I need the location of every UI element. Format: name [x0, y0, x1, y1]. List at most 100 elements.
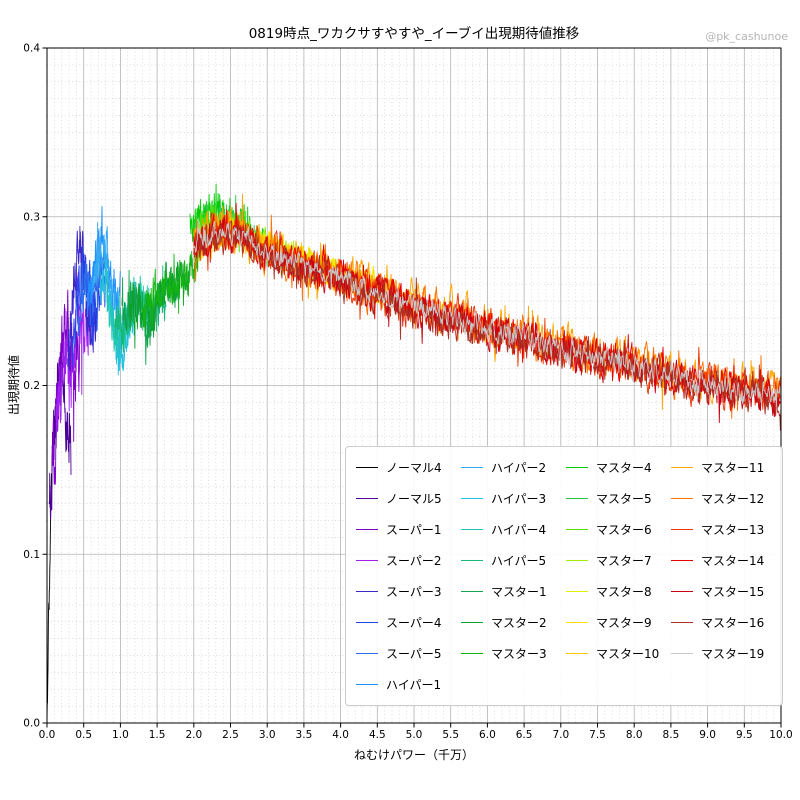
- legend-label: ハイパー5: [491, 554, 547, 568]
- legend-line-sample: [671, 653, 693, 654]
- legend-item: ノーマル4: [356, 452, 457, 483]
- legend-item: マスター8: [566, 576, 667, 607]
- legend-column: ノーマル4 ノーマル5 スーパー1 スーパー2 スーパー3 スーパー4 スーパー5 ハイパー1: [356, 452, 457, 700]
- legend-item: マスター19: [671, 638, 772, 669]
- legend-item: マスター11: [671, 452, 772, 483]
- chart-title: 0819時点_ワカクサすやすや_イーブイ出現期待値推移: [248, 26, 580, 42]
- legend: ノーマル4 ノーマル5 スーパー1 スーパー2 スーパー3 スーパー4 スーパー5 ハイパー1…: [345, 446, 783, 706]
- legend-item: マスター2: [461, 607, 562, 638]
- legend-line-sample: [566, 560, 588, 561]
- legend-line-sample: [566, 498, 588, 499]
- x-tick-label: 4.0: [332, 729, 349, 741]
- series-line: [128, 255, 191, 349]
- watermark: @pk_cashunoe: [705, 30, 788, 43]
- legend-label: スーパー5: [386, 647, 442, 661]
- legend-item: マスター5: [566, 483, 667, 514]
- legend-line-sample: [356, 529, 378, 530]
- legend-label: マスター13: [701, 523, 765, 537]
- y-tick-label: 0.0: [23, 718, 40, 730]
- legend-label: ハイパー1: [386, 678, 442, 692]
- legend-item: ハイパー5: [461, 545, 562, 576]
- legend-line-sample: [671, 529, 693, 530]
- legend-item: マスター16: [671, 607, 772, 638]
- legend-label: ノーマル5: [386, 492, 442, 506]
- legend-line-sample: [461, 467, 483, 468]
- legend-label: マスター19: [701, 647, 765, 661]
- series-line: [193, 214, 782, 424]
- x-tick-label: 6.5: [516, 729, 533, 741]
- series-line: [193, 220, 782, 431]
- legend-label: マスター7: [596, 554, 652, 568]
- series-line: [193, 218, 782, 408]
- legend-label: マスター16: [701, 616, 765, 630]
- y-tick-label: 0.4: [23, 43, 40, 55]
- legend-line-sample: [671, 467, 693, 468]
- series-line: [46, 454, 53, 722]
- legend-line-sample: [356, 591, 378, 592]
- legend-label: マスター15: [701, 585, 765, 599]
- legend-item: マスター9: [566, 607, 667, 638]
- axes: 0.0 0.5 1.0 1.5 2.0 2.5 3.0 3.5 4.0 4.5 5.0 5.5 6.0 6…: [23, 43, 792, 741]
- legend-label: マスター2: [491, 616, 547, 630]
- x-tick-label: 8.5: [663, 729, 680, 741]
- legend-line-sample: [566, 622, 588, 623]
- legend-line-sample: [671, 498, 693, 499]
- legend-line-sample: [356, 684, 378, 685]
- legend-line-sample: [566, 467, 588, 468]
- x-tick-label: 2.5: [222, 729, 239, 741]
- legend-line-sample: [566, 653, 588, 654]
- legend-label: マスター14: [701, 554, 765, 568]
- x-tick-label: 1.0: [112, 729, 129, 741]
- legend-item: マスター1: [461, 576, 562, 607]
- legend-label: マスター1: [491, 585, 547, 599]
- legend-line-sample: [356, 560, 378, 561]
- series-line: [141, 229, 206, 328]
- legend-label: スーパー1: [386, 523, 442, 537]
- x-tick-label: 0.5: [75, 729, 92, 741]
- legend-label: マスター5: [596, 492, 652, 506]
- x-tick-label: 3.0: [259, 729, 276, 741]
- x-tick-label: 5.5: [442, 729, 459, 741]
- legend-column: ハイパー2 ハイパー3 ハイパー4 ハイパー5 マスター1 マスター2 マスター3: [461, 452, 562, 700]
- legend-line-sample: [356, 653, 378, 654]
- x-tick-label: 6.0: [479, 729, 496, 741]
- legend-line-sample: [356, 622, 378, 623]
- legend-line-sample: [671, 591, 693, 592]
- legend-item: マスター13: [671, 514, 772, 545]
- legend-item: マスター12: [671, 483, 772, 514]
- x-tick-label: 2.0: [185, 729, 202, 741]
- legend-line-sample: [461, 653, 483, 654]
- legend-line-sample: [566, 591, 588, 592]
- x-tick-label: 0.0: [39, 729, 56, 741]
- legend-line-sample: [356, 467, 378, 468]
- legend-item: ハイパー2: [461, 452, 562, 483]
- legend-column: マスター11 マスター12 マスター13 マスター14 マスター15 マスター16 マスター…: [671, 452, 772, 700]
- legend-line-sample: [461, 498, 483, 499]
- x-tick-label: 7.0: [552, 729, 569, 741]
- y-tick-label: 0.1: [23, 549, 40, 561]
- legend-item: マスター10: [566, 638, 667, 669]
- legend-label: マスター3: [491, 647, 547, 661]
- legend-line-sample: [461, 560, 483, 561]
- legend-item: マスター7: [566, 545, 667, 576]
- y-tick-label: 0.2: [23, 380, 40, 392]
- legend-item: スーパー5: [356, 638, 457, 669]
- legend-label: ハイパー4: [491, 523, 547, 537]
- legend-item: ハイパー3: [461, 483, 562, 514]
- legend-label: マスター10: [596, 647, 660, 661]
- y-axis-label: 出現期待値: [7, 355, 21, 416]
- x-tick-label: 9.5: [736, 729, 753, 741]
- legend-item: ノーマル5: [356, 483, 457, 514]
- legend-item: スーパー3: [356, 576, 457, 607]
- legend-item: マスター4: [566, 452, 667, 483]
- legend-label: ハイパー2: [491, 461, 547, 475]
- legend-item: マスター6: [566, 514, 667, 545]
- series-line: [77, 242, 108, 337]
- legend-line-sample: [566, 529, 588, 530]
- legend-item: ハイパー1: [356, 669, 457, 700]
- x-tick-label: 9.0: [699, 729, 716, 741]
- legend-label: スーパー2: [386, 554, 442, 568]
- legend-label: マスター6: [596, 523, 652, 537]
- legend-line-sample: [461, 622, 483, 623]
